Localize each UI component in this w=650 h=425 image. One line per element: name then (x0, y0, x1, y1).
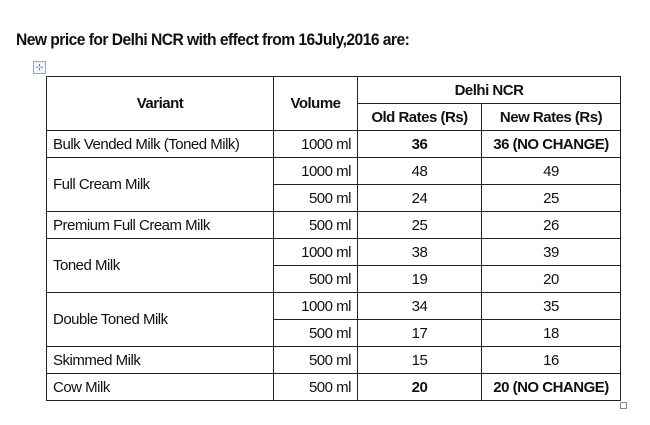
cell-new-rate: 35 (481, 292, 621, 320)
cell-volume: 500 ml (273, 265, 358, 293)
cell-volume: 500 ml (273, 184, 358, 212)
cell-variant: Premium Full Cream Milk (46, 211, 274, 239)
table-row: Full Cream Milk 1000 ml 48 49 (46, 157, 621, 212)
cell-volume: 500 ml (273, 211, 358, 239)
cell-volume: 1000 ml (273, 130, 358, 158)
cell-old-rate: 48 (357, 157, 482, 185)
cell-old-rate: 38 (357, 238, 482, 266)
cell-old-rate: 19 (357, 265, 482, 293)
cell-new-rate: 36 (NO CHANGE) (481, 130, 621, 158)
table-row: Double Toned Milk 1000 ml 34 35 (46, 292, 621, 347)
table-row: 500 ml 24 25 (47, 184, 621, 212)
table-body: Bulk Vended Milk (Toned Milk) 1000 ml 36 36… (46, 130, 621, 401)
cell-volume: 500 ml (273, 373, 358, 401)
cell-volume: 500 ml (273, 319, 358, 347)
header-region: Delhi NCR (357, 76, 621, 104)
cell-new-rate: 18 (481, 319, 621, 347)
cell-new-rate: 20 (481, 265, 621, 293)
cell-old-rate: 20 (357, 373, 482, 401)
header-variant: Variant (46, 76, 274, 131)
header-volume: Volume (273, 76, 358, 131)
cell-variant: Toned Milk (46, 238, 274, 293)
cell-new-rate: 39 (481, 238, 621, 266)
table-row: Premium Full Cream Milk 500 ml 25 26 (46, 211, 621, 239)
cell-volume: 500 ml (273, 346, 358, 374)
cell-variant: Double Toned Milk (46, 292, 274, 347)
cell-variant: Full Cream Milk (46, 157, 274, 212)
header-new-rates: New Rates (Rs) (481, 103, 621, 131)
cell-old-rate: 24 (357, 184, 482, 212)
cell-new-rate: 49 (481, 157, 621, 185)
milk-price-table: Variant Volume Delhi NCR Old Rates (Rs) … (46, 76, 621, 401)
cell-volume: 1000 ml (273, 292, 358, 320)
cell-new-rate: 20 (NO CHANGE) (481, 373, 621, 401)
table-row: Toned Milk 1000 ml 38 39 (46, 238, 621, 293)
cell-variant: Skimmed Milk (46, 346, 274, 374)
cell-old-rate: 17 (357, 319, 482, 347)
cell-new-rate: 26 (481, 211, 621, 239)
cell-old-rate: 34 (357, 292, 482, 320)
table-row: Skimmed Milk 500 ml 15 16 (46, 346, 621, 374)
page-title: New price for Delhi NCR with effect from… (16, 30, 410, 49)
table-row: Cow Milk 500 ml 20 20 (NO CHANGE) (46, 373, 621, 401)
table-row: Bulk Vended Milk (Toned Milk) 1000 ml 36 36… (46, 130, 621, 158)
cell-volume: 1000 ml (273, 157, 358, 185)
table-row: 500 ml 19 20 (47, 265, 621, 293)
cell-new-rate: 16 (481, 346, 621, 374)
cell-variant: Cow Milk (46, 373, 274, 401)
table-row: 500 ml 17 18 (47, 319, 621, 347)
cell-variant: Bulk Vended Milk (Toned Milk) (46, 130, 274, 158)
table-resize-handle[interactable] (620, 402, 627, 409)
header-old-rates: Old Rates (Rs) (357, 103, 482, 131)
cell-volume: 1000 ml (273, 238, 358, 266)
cell-old-rate: 36 (357, 130, 482, 158)
cell-old-rate: 25 (357, 211, 482, 239)
table-move-handle-icon[interactable]: ⊹ (33, 61, 46, 74)
cell-old-rate: 15 (357, 346, 482, 374)
cell-new-rate: 25 (481, 184, 621, 212)
